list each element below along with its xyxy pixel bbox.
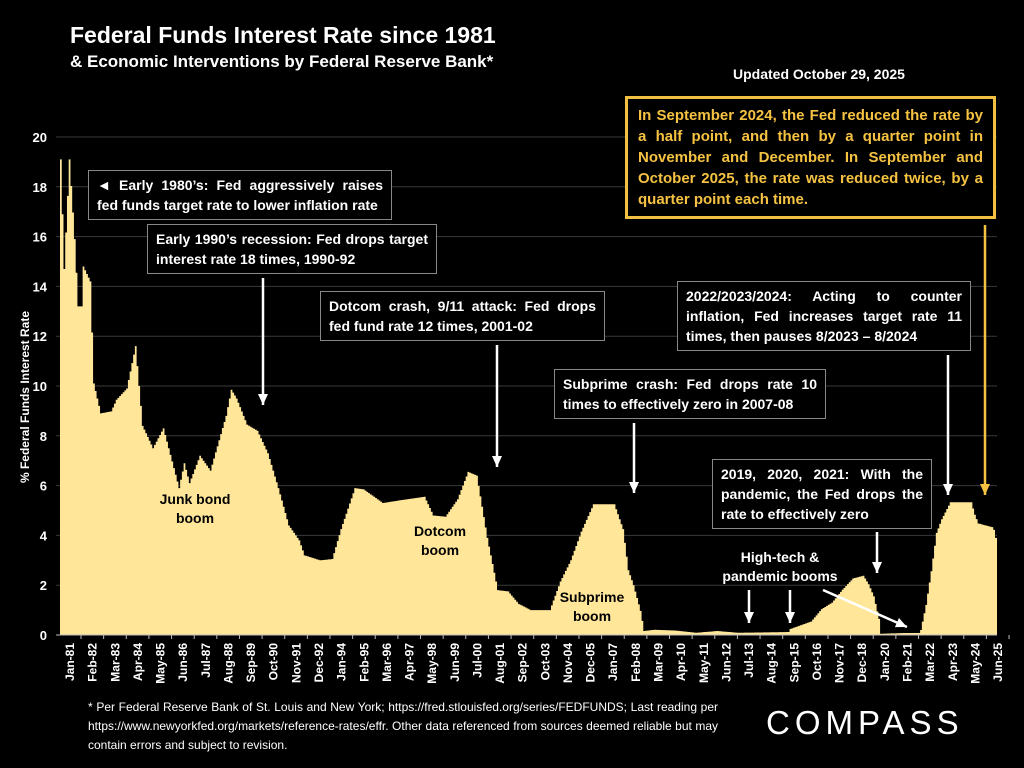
x-tick-label: May-24 — [968, 643, 982, 684]
x-tick-label: Dec-18 — [855, 643, 869, 683]
x-tick-label: Jun-25 — [991, 643, 1005, 682]
x-tick-label: Jun-12 — [719, 643, 733, 682]
annotation-dotcom-crash: Dotcom crash, 9/11 attack: Fed drops fed… — [320, 291, 605, 341]
y-tick-label: 18 — [33, 180, 47, 195]
y-tick-label: 20 — [33, 130, 47, 145]
rate-area — [60, 159, 997, 635]
x-tick-label: Jul-00 — [470, 643, 484, 678]
x-tick-label: Apr-84 — [131, 643, 145, 681]
x-tick-label: Mar-83 — [108, 643, 122, 682]
x-tick-label: Feb-95 — [357, 643, 371, 682]
x-tick-label: May-98 — [425, 643, 439, 684]
x-tick-label: Oct-16 — [810, 643, 824, 681]
arrow-early-90s-head — [258, 394, 268, 405]
source-footnote: * Per Federal Reserve Bank of St. Louis … — [88, 700, 718, 752]
x-tick-label: Aug-14 — [765, 643, 779, 684]
label-junk-bond-boom: Junk bond boom — [159, 491, 231, 526]
x-tick-label: Feb-08 — [629, 643, 643, 682]
label-dotcom-boom: Dotcom boom — [413, 523, 467, 558]
x-tick-label: Aug-01 — [493, 643, 507, 684]
y-tick-label: 6 — [40, 479, 47, 494]
x-tick-label: Feb-21 — [900, 643, 914, 682]
arrow-inflation-head — [943, 484, 953, 495]
x-tick-label: Apr-10 — [674, 643, 688, 681]
x-tick-label: May-85 — [154, 643, 168, 684]
x-tick-label: Sep-02 — [516, 643, 530, 683]
chart-title: Federal Funds Interest Rate since 1981 — [70, 22, 496, 48]
x-tick-label: Sep-15 — [787, 643, 801, 683]
annotation-pandemic: 2019, 2020, 2021: With the pandemic, the… — [712, 459, 932, 529]
x-tick-label: Jan-81 — [63, 643, 77, 681]
x-tick-label: Jun-99 — [448, 643, 462, 682]
arrow-pandemic-head — [872, 562, 882, 573]
x-tick-label: Jan-20 — [878, 643, 892, 681]
x-tick-label: Dec-92 — [312, 643, 326, 683]
arrow-latest-head — [980, 484, 990, 495]
x-tick-label: Apr-97 — [403, 643, 417, 681]
x-tick-label: Nov-17 — [833, 643, 847, 683]
x-tick-label: Jan-94 — [335, 643, 349, 681]
annotation-inflation: 2022/2023/2024: Acting to counter inflat… — [677, 281, 971, 351]
x-tick-label: Mar-09 — [652, 643, 666, 682]
y-tick-label: 14 — [33, 279, 48, 294]
y-tick-label: 10 — [33, 379, 47, 394]
annotation-latest: In September 2024, the Fed reduced the r… — [625, 96, 996, 219]
annotation-early-90s: Early 1990’s recession: Fed drops target… — [147, 224, 437, 274]
arrow-hightech-2-head — [785, 612, 795, 623]
x-tick-label: Oct-90 — [267, 643, 281, 681]
x-tick-label: Jul-13 — [742, 643, 756, 678]
chart-subtitle: & Economic Interventions by Federal Rese… — [70, 52, 494, 71]
x-tick-label: Feb-82 — [86, 643, 100, 682]
y-tick-label: 8 — [40, 429, 47, 444]
x-tick-label: Sep-89 — [244, 643, 258, 683]
arrow-pandemic-boom — [822, 588, 908, 629]
y-tick-label: 4 — [40, 528, 48, 543]
arrow-dotcom-crash-head — [492, 456, 502, 467]
x-tick-label: Jun-86 — [176, 643, 190, 682]
arrow-subprime-crash-head — [629, 482, 639, 493]
annotation-early-80s: ◄ Early 1980’s: Fed aggressively raises … — [88, 170, 392, 220]
x-tick-label: Nov-04 — [561, 643, 575, 683]
annotation-subprime-crash: Subprime crash: Fed drops rate 10 times … — [554, 369, 826, 419]
y-tick-label: 0 — [40, 628, 47, 643]
x-tick-label: Jan-07 — [606, 643, 620, 681]
x-tick-label: Mar-22 — [923, 643, 937, 682]
y-tick-label: 2 — [40, 578, 47, 593]
updated-date: Updated October 29, 2025 — [733, 66, 905, 82]
compass-logo: COMPASS — [766, 704, 964, 741]
x-tick-label: May-11 — [697, 643, 711, 683]
x-tick-label: Oct-03 — [538, 643, 552, 681]
label-hightech-boom: High-tech & pandemic booms — [722, 549, 838, 584]
arrow-hightech-1-head — [744, 612, 754, 623]
x-tick-label: Dec-05 — [584, 643, 598, 683]
label-subprime-boom: Subprime boom — [559, 589, 625, 624]
arrow-pandemic-boom-head — [894, 617, 907, 628]
x-tick-label: Apr-23 — [946, 643, 960, 681]
y-tick-label: 16 — [33, 230, 47, 245]
y-tick-label: 12 — [33, 329, 47, 344]
x-tick-label: Jul-87 — [199, 643, 213, 678]
x-tick-label: Mar-96 — [380, 643, 394, 682]
x-tick-label: Aug-88 — [221, 643, 235, 684]
x-tick-label: Nov-91 — [289, 643, 303, 683]
